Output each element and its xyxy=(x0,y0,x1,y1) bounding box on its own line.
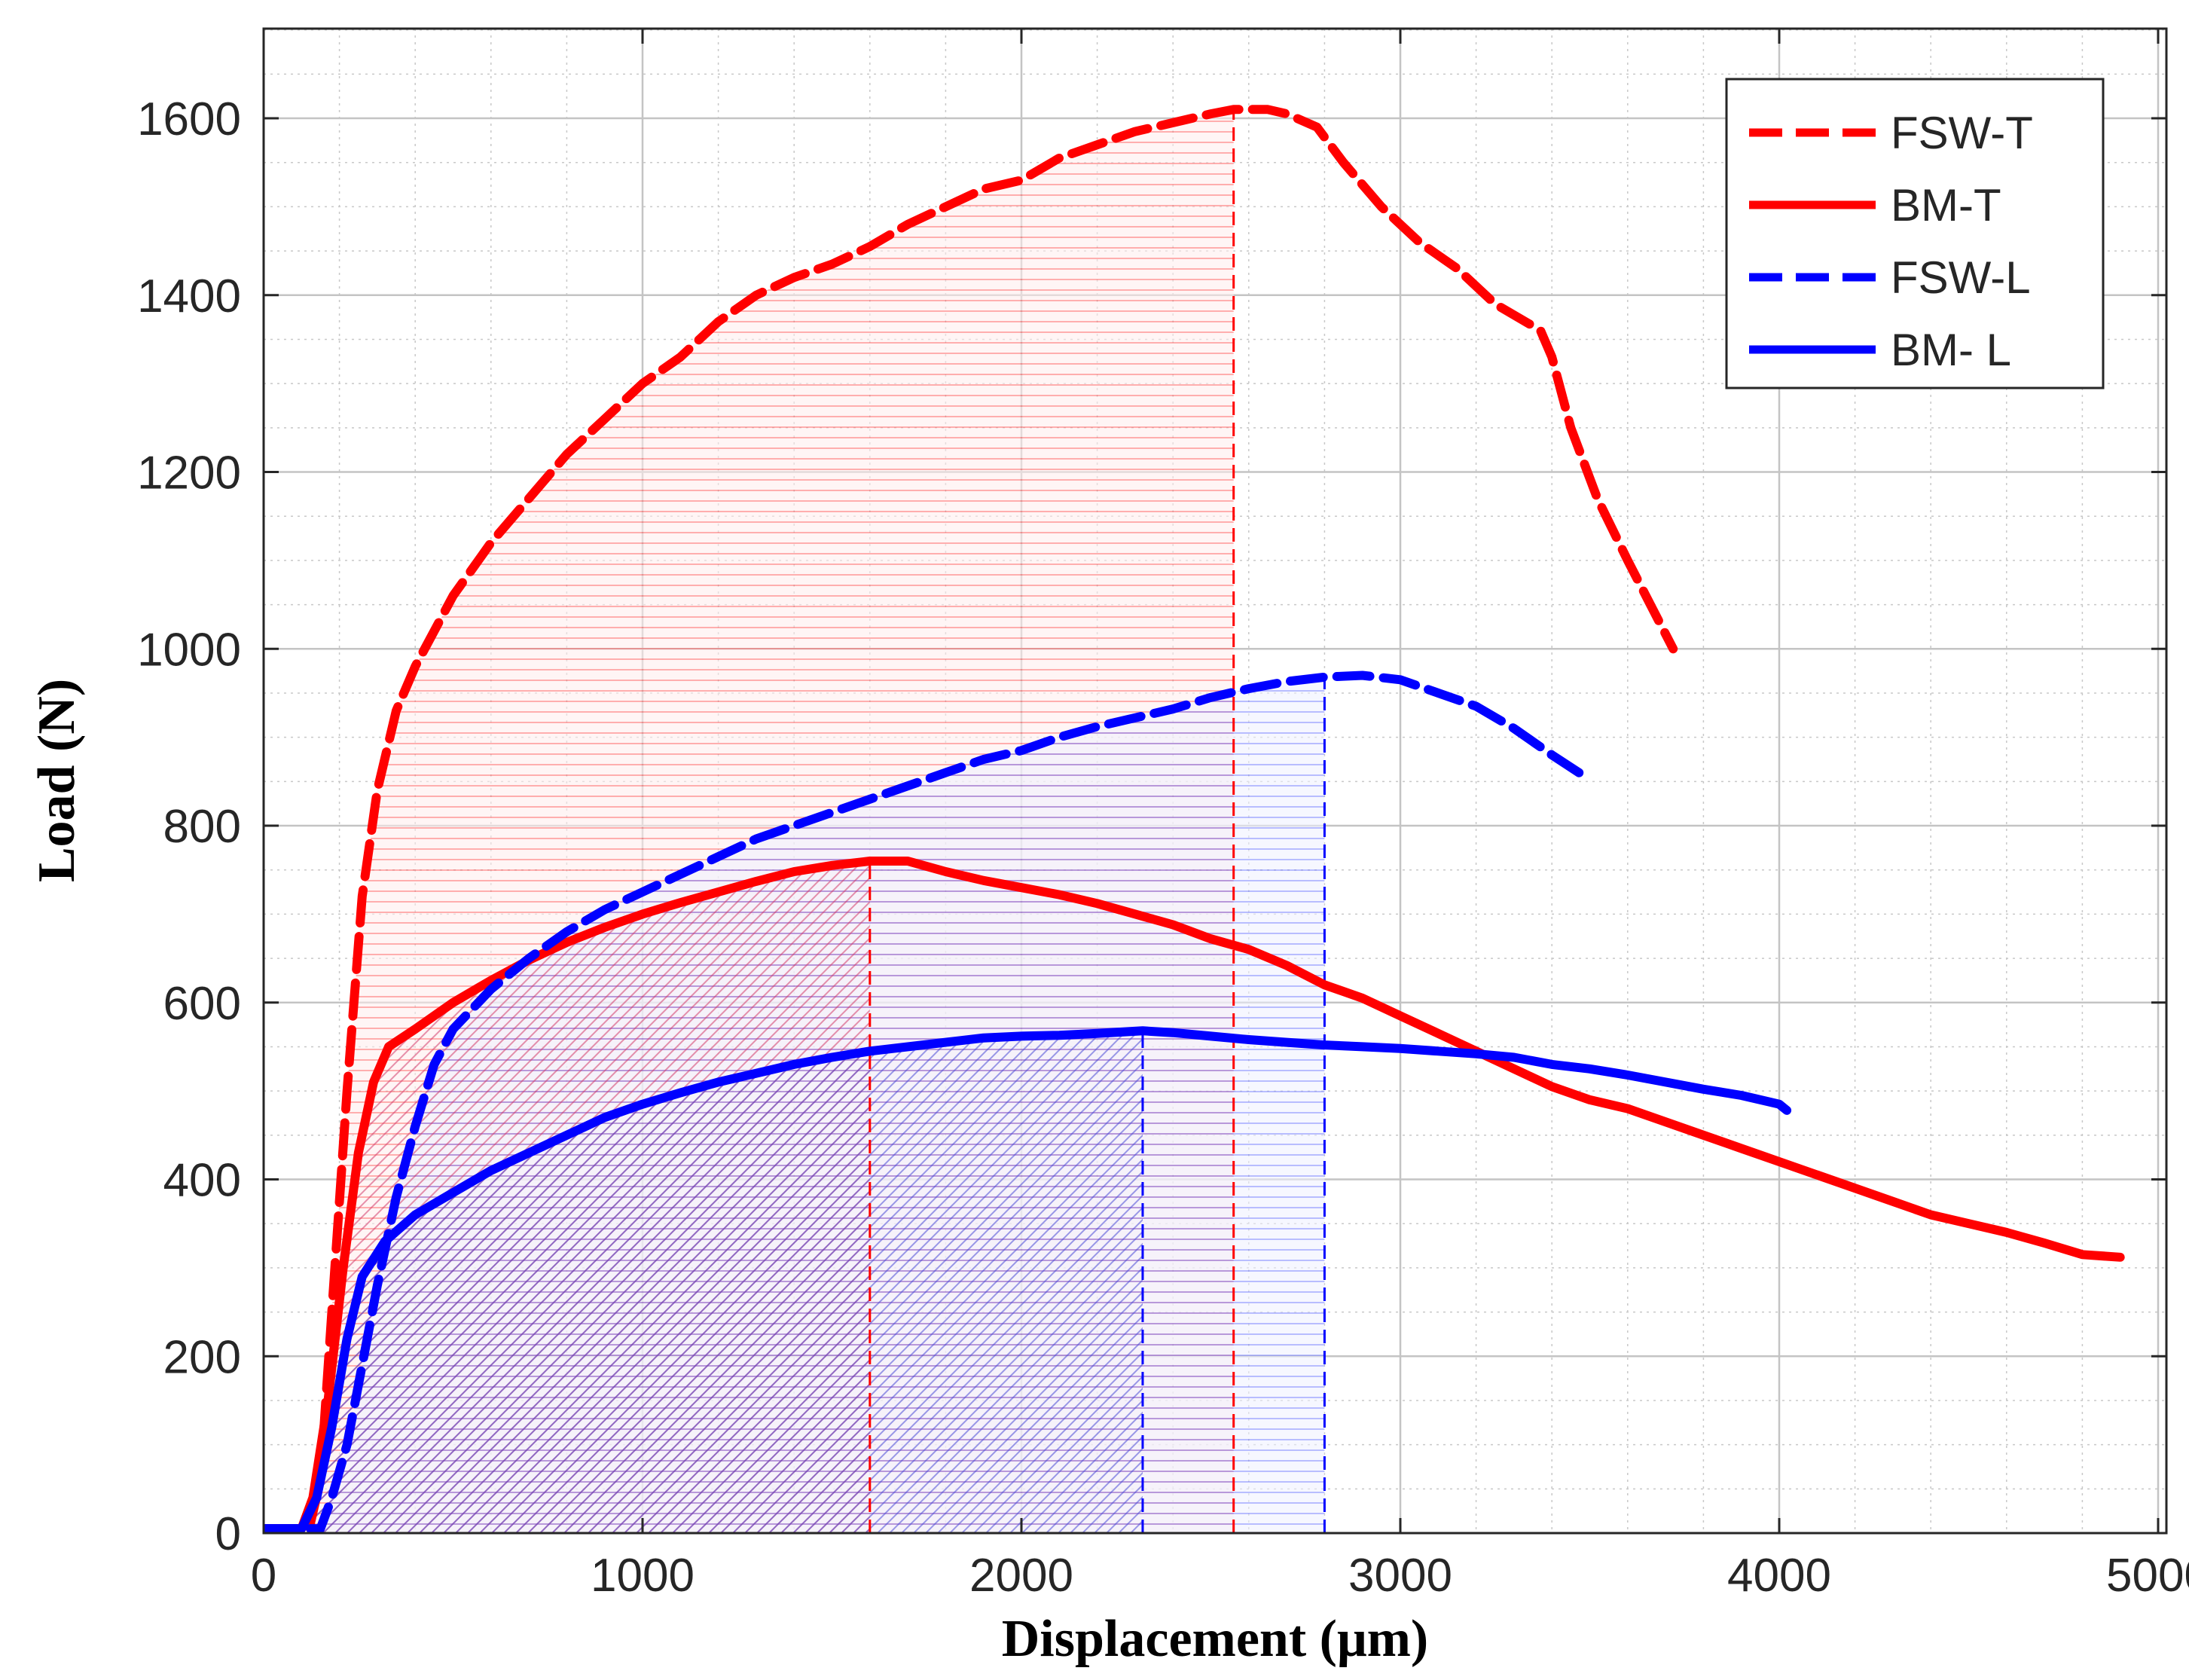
y-tick-label: 800 xyxy=(163,801,241,853)
y-tick-label: 1600 xyxy=(137,93,241,145)
y-tick-label: 1200 xyxy=(137,447,241,499)
series-line-bm-t xyxy=(264,857,2125,1533)
series-line-fsw-l xyxy=(264,670,1595,1533)
x-tick-label: 3000 xyxy=(1348,1550,1452,1602)
x-tick-label: 1000 xyxy=(591,1550,695,1602)
legend-label-fsw-t: FSW-T xyxy=(1891,108,2033,158)
y-tick-label: 400 xyxy=(163,1155,241,1207)
y-axis-title: Load (N) xyxy=(28,679,86,882)
legend-label-fsw-l: FSW-L xyxy=(1891,252,2031,303)
plot-frame xyxy=(262,27,2168,1535)
legend-label-bm-t: BM-T xyxy=(1891,180,2001,231)
y-tick-label: 0 xyxy=(215,1508,241,1560)
peak-lines xyxy=(869,109,1326,1533)
curves xyxy=(264,105,2125,1533)
series-line-bm-l xyxy=(264,1026,1792,1533)
legend-box xyxy=(1725,78,2105,389)
legend-label-bm-l: BM- L xyxy=(1891,325,2011,375)
y-tick-label: 200 xyxy=(163,1331,241,1383)
y-tick-label: 1400 xyxy=(137,270,241,322)
y-tick-label: 1000 xyxy=(137,624,241,676)
x-tick-label: 0 xyxy=(251,1550,276,1602)
legend: FSW-T BM-T FSW-L BM- L xyxy=(1725,78,2105,389)
y-tick-labels: 0 200 400 600 800 1000 1200 1400 1600 xyxy=(137,93,241,1560)
x-tick-label: 2000 xyxy=(969,1550,1073,1602)
y-tick-label: 600 xyxy=(163,978,241,1030)
area-bm-l xyxy=(264,1031,1143,1533)
x-axis-title: Displacement (μm) xyxy=(1002,1610,1429,1668)
series-line-fsw-t xyxy=(264,105,1678,1533)
axis-ticks xyxy=(262,29,2166,1535)
x-tick-label: 4000 xyxy=(1727,1550,1831,1602)
